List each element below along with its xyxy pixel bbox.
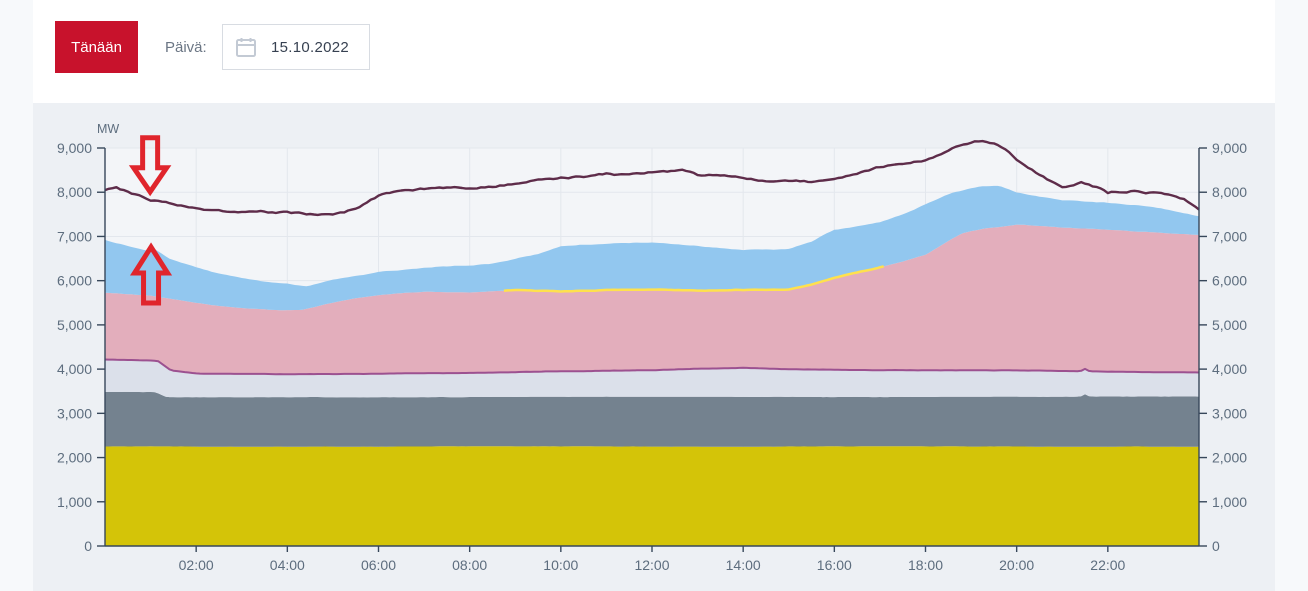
base-yellow-band — [105, 446, 1199, 546]
y-tick-label-left: 7,000 — [57, 228, 92, 244]
header-band: Tänään Päivä: 15.10.2022 — [33, 0, 1275, 103]
x-tick-label: 04:00 — [270, 557, 305, 573]
solar-yellow-line — [503, 265, 884, 293]
slate-band — [105, 391, 1199, 447]
y-axis-unit-label: MW — [97, 122, 119, 136]
x-tick-label: 02:00 — [179, 557, 214, 573]
y-tick-label-left: 2,000 — [57, 450, 92, 466]
pink-band — [105, 224, 1199, 375]
y-tick-label-right: 9,000 — [1212, 140, 1247, 156]
x-tick-label: 14:00 — [726, 557, 761, 573]
x-tick-label: 16:00 — [817, 557, 852, 573]
y-tick-label-right: 2,000 — [1212, 450, 1247, 466]
y-tick-label-right: 7,000 — [1212, 228, 1247, 244]
x-tick-label: 18:00 — [908, 557, 943, 573]
y-tick-label-right: 3,000 — [1212, 405, 1247, 421]
calendar-icon — [235, 36, 257, 58]
consumption-line — [104, 139, 1200, 217]
y-tick-label-left: 6,000 — [57, 273, 92, 289]
light-gray-band — [105, 359, 1199, 398]
y-tick-label-left: 5,000 — [57, 317, 92, 333]
date-input[interactable]: 15.10.2022 — [222, 24, 370, 70]
date-value: 15.10.2022 — [271, 38, 350, 56]
magenta-boundary-line — [104, 358, 1200, 376]
chart-panel: 0 0 1,000 1,000 2,000 2,000 3,000 3,000 4,000 4,0… — [33, 103, 1275, 591]
y-tick-label-right: 4,000 — [1212, 361, 1247, 377]
stacked-area-chart: 0 0 1,000 1,000 2,000 2,000 3,000 3,000 4,000 4,0… — [57, 122, 1247, 573]
y-tick-label-right: 6,000 — [1212, 273, 1247, 289]
y-tick-label-left: 4,000 — [57, 361, 92, 377]
blue-band — [105, 185, 1199, 311]
date-label: Päivä: — [165, 39, 207, 56]
y-tick-label-left: 3,000 — [57, 405, 92, 421]
x-tick-label: 20:00 — [999, 557, 1034, 573]
y-tick-label-right: 8,000 — [1212, 184, 1247, 200]
annotation-arrow-up — [129, 242, 173, 306]
x-tick-label: 06:00 — [361, 557, 396, 573]
x-tick-label: 22:00 — [1090, 557, 1125, 573]
x-tick-label: 10:00 — [543, 557, 578, 573]
y-tick-label-left: 0 — [84, 538, 92, 554]
x-tick-label: 08:00 — [452, 557, 487, 573]
x-tick-label: 12:00 — [634, 557, 669, 573]
y-tick-label-right: 1,000 — [1212, 494, 1247, 510]
today-button[interactable]: Tänään — [55, 21, 138, 73]
y-tick-label-left: 9,000 — [57, 140, 92, 156]
y-tick-label-left: 1,000 — [57, 494, 92, 510]
y-tick-label-left: 8,000 — [57, 184, 92, 200]
y-tick-label-right: 5,000 — [1212, 317, 1247, 333]
y-tick-label-right: 0 — [1212, 538, 1220, 554]
annotation-arrow-down — [128, 135, 172, 197]
